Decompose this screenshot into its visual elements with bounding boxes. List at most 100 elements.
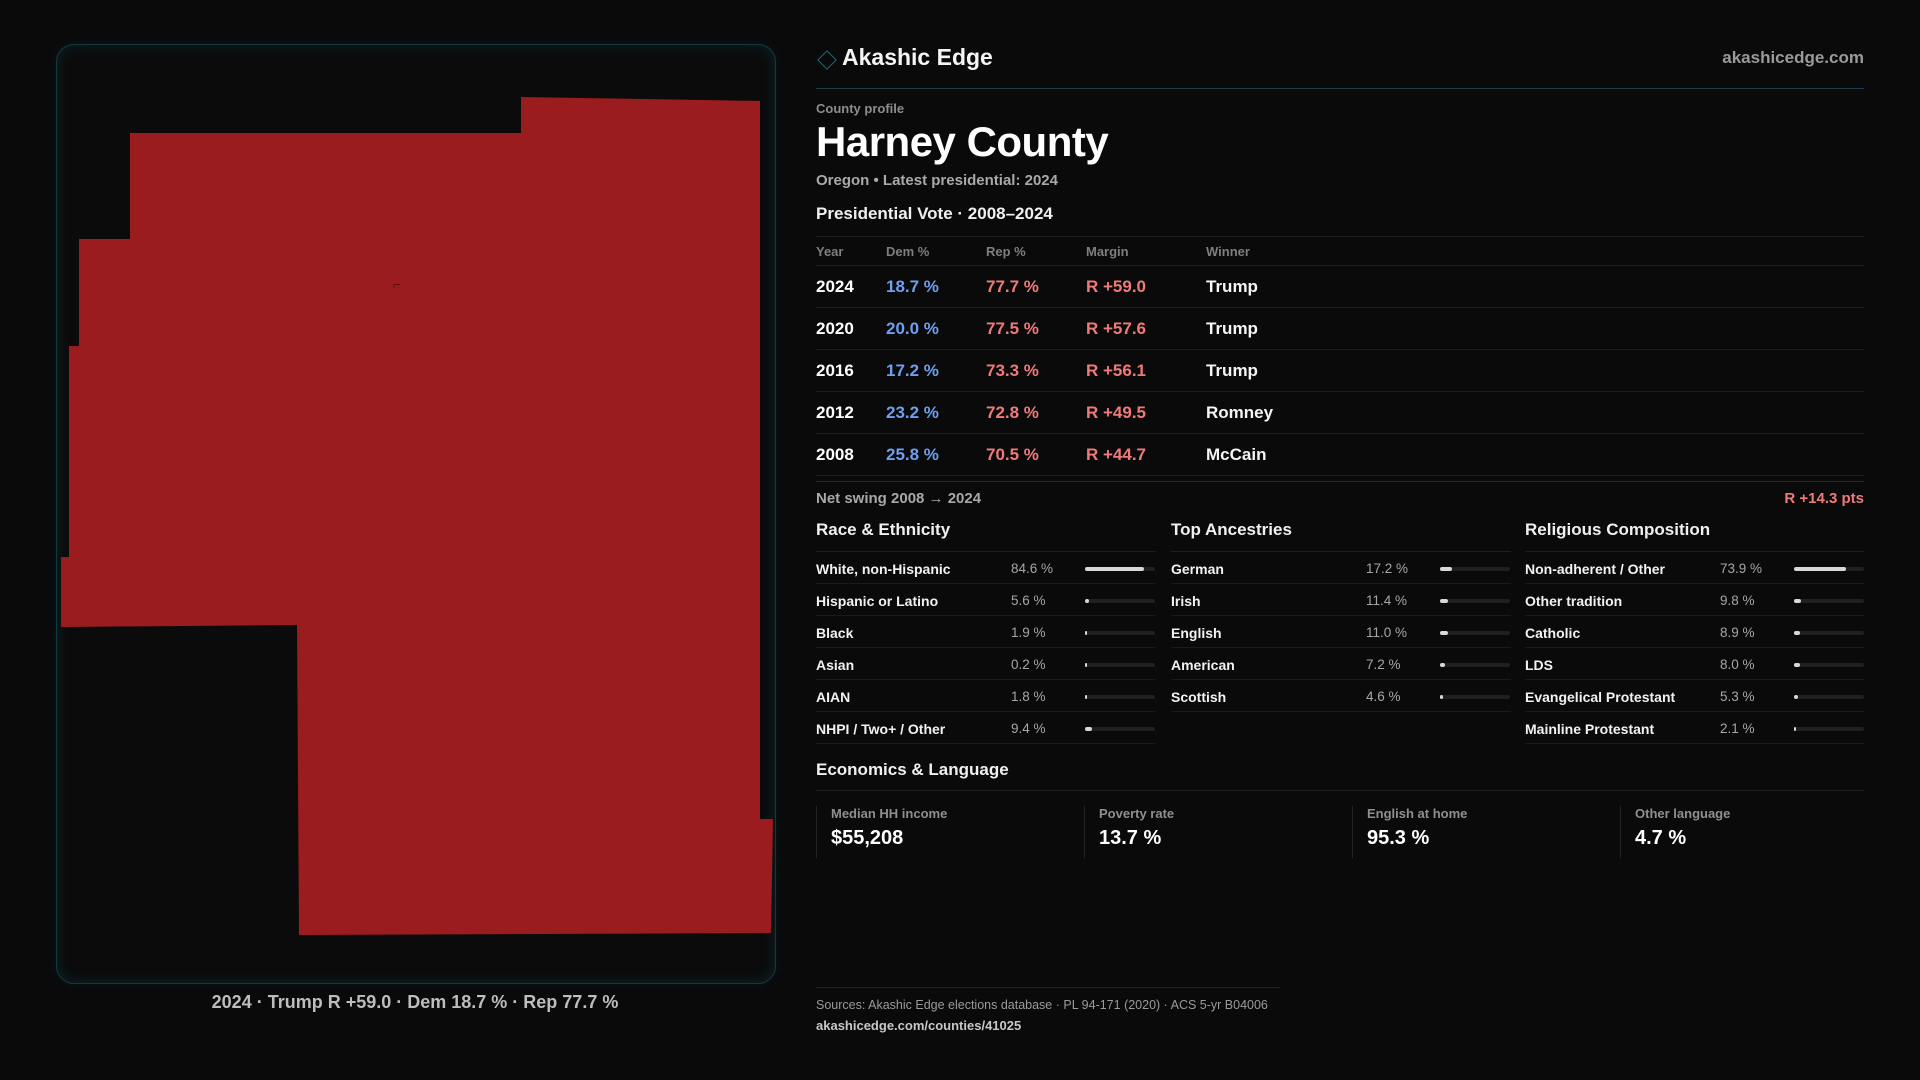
cell-winner: Trump [1206, 349, 1864, 392]
map-caption: 2024 · Trump R +59.0 · Dem 18.7 % · Rep … [211, 992, 619, 1012]
brand-name: Akashic Edge [842, 44, 993, 70]
table-row: 2008 25.8 % 70.5 % R +44.7 McCain [816, 433, 1864, 476]
column-header: Margin [1086, 236, 1206, 266]
econ-value: 13.7 % [1099, 827, 1162, 849]
stat-row: American 7.2 % [1171, 648, 1511, 680]
cell-year: 2020 [816, 307, 886, 350]
econ-card: English at home 95.3 % [1352, 806, 1617, 858]
stat-bar-fill [1085, 695, 1087, 699]
stat-row: Non-adherent / Other 73.9 % [1525, 552, 1864, 584]
stat-bar-fill [1794, 663, 1800, 667]
stat-bar-track [1794, 695, 1864, 699]
cell-dem: 20.0 % [886, 307, 986, 350]
stat-value: 84.6 % [1011, 561, 1054, 576]
stat-row: NHPI / Two+ / Other 9.4 % [816, 712, 1156, 744]
stat-value: 8.0 % [1720, 657, 1755, 672]
cell-rep: 77.5 % [986, 307, 1086, 350]
stat-bar-fill [1440, 631, 1448, 635]
stat-bar-fill [1794, 599, 1801, 603]
race-ethnicity-block: Race & Ethnicity White, non-Hispanic 84.6… [816, 520, 1156, 744]
stat-value: 1.9 % [1011, 625, 1046, 640]
table-row: 2012 23.2 % 72.8 % R +49.5 Romney [816, 391, 1864, 434]
stat-row: Asian 0.2 % [816, 648, 1156, 680]
stat-label: Evangelical Protestant [1525, 689, 1676, 705]
stat-row: Hispanic or Latino 5.6 % [816, 584, 1156, 616]
cell-margin: R +44.7 [1086, 433, 1206, 476]
map-label-mark: ⌐ [393, 276, 401, 292]
column-header: Winner [1206, 236, 1864, 266]
stat-label: AIAN [816, 689, 851, 705]
stat-label: Catholic [1525, 625, 1581, 641]
stat-bar-track [1440, 695, 1510, 699]
sources-footer: Sources: Akashic Edge elections database… [816, 987, 1280, 1033]
cell-dem: 18.7 % [886, 265, 986, 308]
stat-row: Scottish 4.6 % [1171, 680, 1511, 712]
table-row: 2016 17.2 % 73.3 % R +56.1 Trump [816, 349, 1864, 392]
stat-bar-fill [1440, 567, 1453, 571]
page-title: Harney County [816, 118, 1109, 165]
cell-dem: 23.2 % [886, 391, 986, 434]
cell-dem: 17.2 % [886, 349, 986, 392]
stat-bar-track [1085, 663, 1155, 667]
county-url-link[interactable]: akashicedge.com/counties/41025 [816, 1018, 1022, 1033]
stat-value: 5.6 % [1011, 593, 1046, 608]
cell-margin: R +56.1 [1086, 349, 1206, 392]
cell-year: 2008 [816, 433, 886, 476]
county-polygon [61, 97, 773, 935]
profile-subtitle: Oregon • Latest presidential: 2024 [816, 172, 1058, 189]
stat-label: Non-adherent / Other [1525, 561, 1666, 577]
stat-value: 8.9 % [1720, 625, 1755, 640]
stat-bar-fill [1440, 695, 1444, 699]
cell-rep: 77.7 % [986, 265, 1086, 308]
stat-value: 7.2 % [1366, 657, 1401, 672]
stat-row: Evangelical Protestant 5.3 % [1525, 680, 1864, 712]
stat-bar-track [1794, 567, 1864, 571]
stat-bar-track [1085, 727, 1155, 731]
stat-label: Irish [1171, 593, 1201, 609]
stat-bar-fill [1085, 599, 1089, 603]
stat-value: 5.3 % [1720, 689, 1755, 704]
net-swing-label: Net swing 2008 → 2024 [816, 490, 982, 507]
econ-value: 4.7 % [1635, 827, 1687, 849]
column-header: Rep % [986, 236, 1086, 266]
stat-label: NHPI / Two+ / Other [816, 721, 946, 737]
stat-label: English [1171, 625, 1222, 641]
cell-winner: Trump [1206, 307, 1864, 350]
cell-winner: Trump [1206, 265, 1864, 308]
cell-rep: 72.8 % [986, 391, 1086, 434]
religion-block: Religious Composition Non-adherent / Oth… [1525, 520, 1864, 744]
stat-value: 4.6 % [1366, 689, 1401, 704]
stat-bar-fill [1440, 599, 1448, 603]
table-header-row: Year Dem % Rep % Margin Winner [816, 236, 1864, 266]
stat-label: Hispanic or Latino [816, 593, 939, 609]
stat-bar-track [1440, 663, 1510, 667]
stat-bar-fill [1085, 727, 1092, 731]
stat-bar-fill [1794, 631, 1801, 635]
stat-row: Mainline Protestant 2.1 % [1525, 712, 1864, 744]
stat-row: LDS 8.0 % [1525, 648, 1864, 680]
econ-value: $55,208 [831, 827, 904, 849]
economics-heading: Economics & Language [816, 760, 1864, 791]
stat-bar-fill [1085, 567, 1145, 571]
stat-bar-fill [1440, 663, 1446, 667]
county-map[interactable]: ⌐ [56, 44, 776, 984]
stat-value: 11.0 % [1366, 625, 1408, 640]
net-swing-value: R +14.3 pts [1784, 490, 1864, 507]
ancestry-block: Top Ancestries German 17.2 % Irish 11.4 % En… [1171, 520, 1511, 712]
brand-url-link[interactable]: akashicedge.com [1722, 48, 1864, 67]
stat-value: 17.2 % [1366, 561, 1409, 576]
stat-row: Irish 11.4 % [1171, 584, 1511, 616]
cell-year: 2024 [816, 265, 886, 308]
stat-bar-track [1794, 663, 1864, 667]
cell-winner: McCain [1206, 433, 1864, 476]
diamond-icon [817, 50, 837, 70]
table-row: 2020 20.0 % 77.5 % R +57.6 Trump [816, 307, 1864, 350]
stat-bar-track [1794, 599, 1864, 603]
net-swing-row: Net swing 2008 → 2024 R +14.3 pts [816, 481, 1864, 510]
econ-card: Median HH income $55,208 [816, 806, 1081, 858]
stat-label: German [1171, 561, 1224, 577]
stat-bar-fill [1085, 663, 1087, 667]
stat-row: White, non-Hispanic 84.6 % [816, 552, 1156, 584]
econ-value: 95.3 % [1367, 827, 1430, 849]
stat-label: Other tradition [1525, 593, 1623, 609]
